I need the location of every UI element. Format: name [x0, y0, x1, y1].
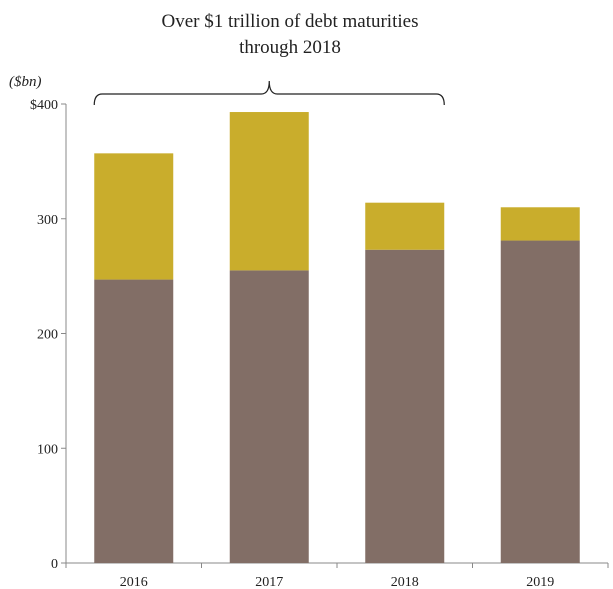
bar-2018-segment-2 — [365, 202, 445, 250]
bar-2016-segment-1 — [94, 279, 174, 563]
y-ticks: 0 100 200 300 $400 — [30, 98, 66, 572]
annotation-brace — [93, 80, 445, 106]
bar-2019-segment-1 — [500, 240, 580, 564]
y-axis-label: ($bn) — [9, 74, 42, 90]
bar-2017-segment-2 — [229, 112, 309, 271]
y-tick-label: 100 — [37, 442, 58, 457]
y-tick-label: 200 — [37, 328, 58, 343]
x-tick-label: 2016 — [120, 575, 148, 589]
y-tick-label: $400 — [30, 98, 58, 113]
y-tick-label: 300 — [37, 213, 58, 228]
bar-2018-segment-1 — [365, 249, 445, 564]
x-ticks: 2016 2017 2018 2019 — [65, 563, 609, 589]
annotation-line-2: through 2018 — [239, 37, 341, 58]
bars — [94, 112, 580, 564]
y-tick-label: 0 — [51, 557, 58, 572]
x-tick-label: 2018 — [391, 575, 419, 589]
x-tick-label: 2019 — [526, 575, 554, 589]
bar-2017-segment-1 — [229, 270, 309, 563]
bar-2019-segment-2 — [500, 207, 580, 241]
annotation-line-1: Over $1 trillion of debt maturities — [162, 11, 419, 32]
x-tick-label: 2017 — [255, 575, 283, 589]
bar-2016-segment-2 — [94, 153, 174, 280]
